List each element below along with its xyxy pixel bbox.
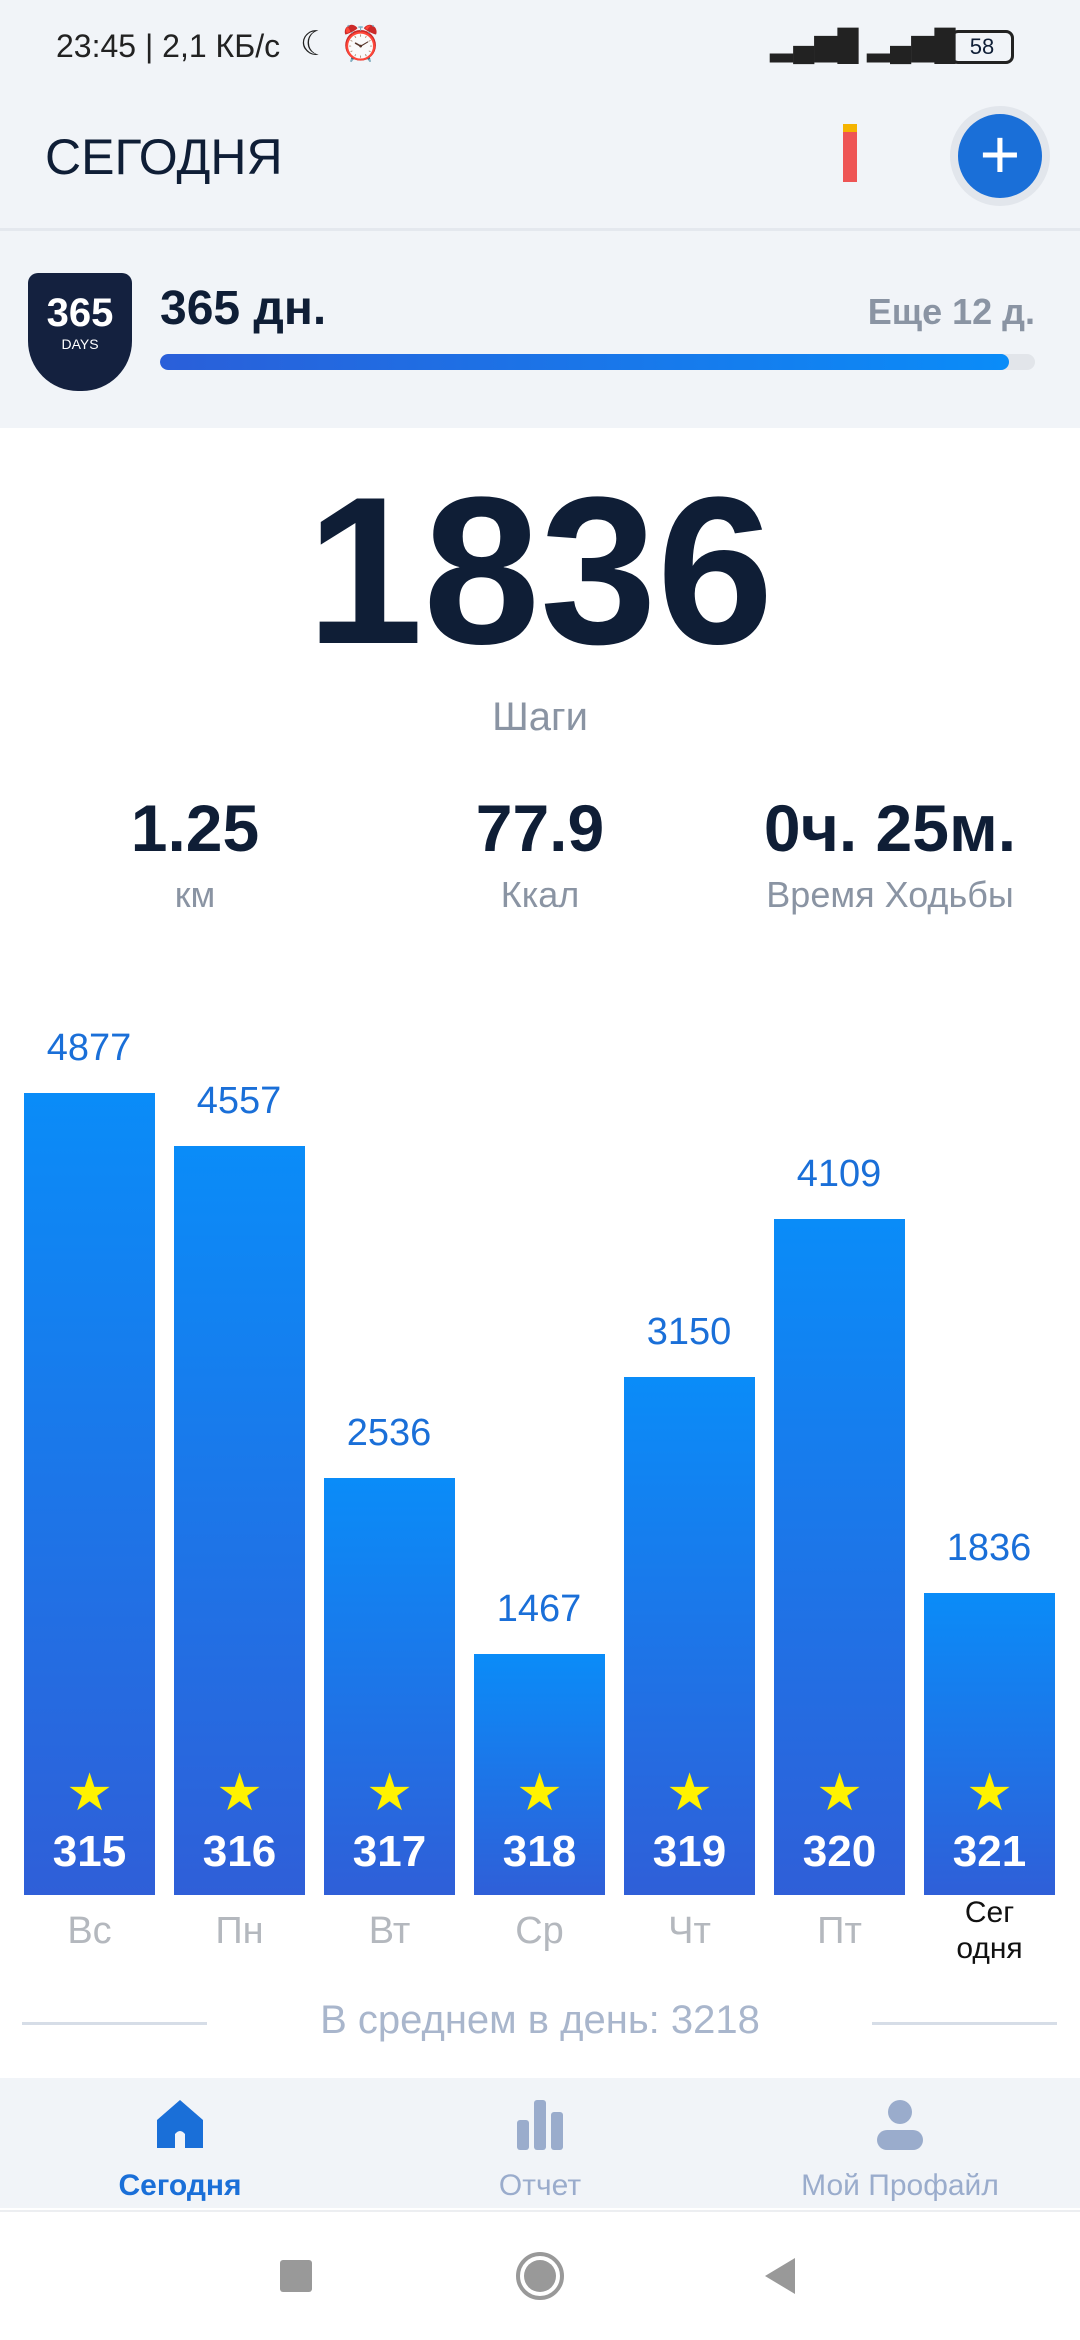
stat-value: 77.9 (475, 791, 605, 865)
bar-value-label: 3150 (646, 1310, 732, 1353)
day-number-label: 320 (802, 1827, 877, 1876)
stat-value: 1.25 (130, 791, 260, 865)
bar[interactable] (474, 1653, 605, 1895)
day-number-label: 316 (202, 1827, 277, 1876)
steps-label: Шаги (492, 695, 588, 739)
streak-panel[interactable]: 365 DAYS 365 дн. Еще 12 д. (0, 231, 1080, 428)
recents-button[interactable] (280, 2260, 312, 2292)
gift-icon[interactable] (843, 124, 857, 182)
bar[interactable] (24, 1093, 155, 1895)
nav-label: Мой Профайл (801, 2169, 999, 2202)
streak-days: 365 дн. (160, 282, 327, 335)
signal-icon: ▂▄▆█ ▂▄▆█ (770, 29, 956, 62)
bar-value-label: 1467 (496, 1587, 582, 1630)
day-number-label: 321 (952, 1827, 1027, 1876)
status-text: 23:45 | 2,1 КБ/с (56, 28, 281, 64)
star-icon: ★ (516, 1764, 563, 1822)
day-label: Пн (215, 1910, 264, 1952)
badge-number: 365 (46, 291, 114, 335)
nav-report[interactable]: Отчет (360, 2078, 720, 2208)
star-icon: ★ (66, 1764, 113, 1822)
streak-progress (160, 354, 1035, 370)
status-bar: 23:45 | 2,1 КБ/с ☾ ⏰ ▂▄▆█ ▂▄▆█ 58 (0, 0, 1080, 96)
stat-walk-time: 0ч. 25м. Время Ходьбы (700, 790, 1080, 916)
stat-label: км (174, 874, 216, 915)
streak-progress-fill (160, 354, 1009, 370)
star-icon: ★ (216, 1764, 263, 1822)
header: СЕГОДНЯ + (0, 96, 1080, 231)
stat-distance: 1.25 км (15, 790, 375, 916)
day-number-label: 318 (502, 1827, 577, 1876)
star-icon: ★ (666, 1764, 713, 1822)
bar[interactable] (624, 1376, 755, 1895)
nav-label: Отчет (498, 2169, 582, 2202)
bar-value-label: 2536 (346, 1411, 432, 1454)
bottom-nav: Сегодня Отчет Мой Профайл (0, 2078, 1080, 2208)
bar-value-label: 4109 (796, 1153, 882, 1196)
day-label: Сег одня (956, 1896, 1023, 1965)
bar-value-label: 4877 (46, 1027, 132, 1069)
day-label: Вт (368, 1910, 411, 1952)
system-nav (0, 2210, 1080, 2340)
badge-text: DAYS (61, 336, 99, 352)
home-icon (157, 2100, 203, 2148)
divider (872, 2022, 1057, 2025)
bar[interactable] (924, 1593, 1055, 1895)
battery-icon: 58 (950, 30, 1014, 64)
status-icons: ☾ ⏰ (300, 25, 383, 63)
stat-label: Ккал (500, 874, 580, 915)
bar[interactable] (774, 1219, 905, 1895)
day-number-label: 317 (352, 1827, 427, 1876)
star-icon: ★ (366, 1764, 413, 1822)
bar[interactable] (174, 1145, 305, 1895)
streak-badge: 365 DAYS (28, 273, 132, 391)
day-label: Вс (67, 1910, 112, 1952)
profile-icon (877, 2100, 923, 2150)
daily-average: В среднем в день: 3218 (320, 1998, 760, 2042)
stat-label: Время Ходьбы (766, 874, 1014, 915)
bar-value-label: 4557 (196, 1079, 282, 1122)
bar-value-label: 1836 (946, 1527, 1032, 1570)
divider (22, 2022, 207, 2025)
nav-label: Сегодня (118, 2169, 242, 2202)
bar[interactable] (324, 1477, 455, 1895)
steps-count: 1836 (306, 453, 774, 688)
nav-today[interactable]: Сегодня (0, 2078, 360, 2208)
day-label: Ср (515, 1910, 564, 1952)
day-number-label: 315 (52, 1827, 127, 1876)
add-button[interactable]: + (950, 106, 1050, 206)
stat-value: 0ч. 25м. (763, 791, 1017, 865)
star-icon: ★ (816, 1764, 863, 1822)
home-button[interactable] (516, 2252, 564, 2300)
streak-remaining: Еще 12 д. (867, 291, 1035, 332)
day-label: Чт (668, 1910, 711, 1952)
nav-profile[interactable]: Мой Профайл (720, 2078, 1080, 2208)
page-title: СЕГОДНЯ (45, 129, 283, 185)
bar-chart-icon (517, 2100, 563, 2150)
stat-calories: 77.9 Ккал (360, 790, 720, 916)
day-label: Пт (817, 1910, 862, 1952)
day-number-label: 319 (652, 1827, 727, 1876)
star-icon: ★ (966, 1764, 1013, 1822)
back-button[interactable] (765, 2258, 795, 2294)
